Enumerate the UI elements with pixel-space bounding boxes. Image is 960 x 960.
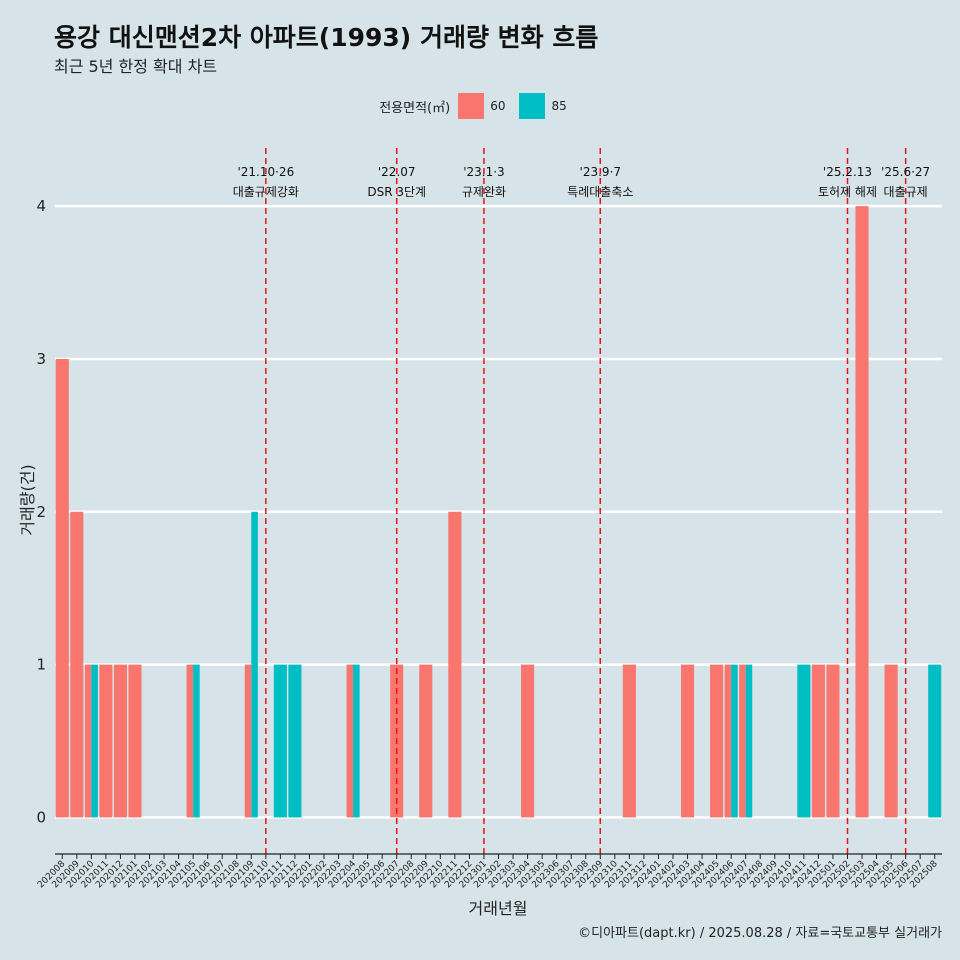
event-lines: '21.10·26 대출규제강화 '22.07 DSR 3단계 '23.1·3 규제완화 '…	[233, 148, 930, 854]
bar-60-202009	[70, 511, 84, 818]
chart-title: 용강 대신맨션2차 아파트(1993) 거래량 변화 흐름	[54, 23, 599, 52]
event-date-202301: '23.1·3	[463, 165, 504, 179]
legend-title: 전용면적(㎡)	[379, 100, 451, 116]
event-date-202110: '21.10·26	[237, 165, 294, 179]
legend-key-60	[458, 93, 485, 119]
event-label-202502: 토허제 해제	[818, 185, 877, 199]
bar-85-202411	[797, 664, 811, 818]
event-date-202506: '25.6·27	[881, 165, 930, 179]
caption: ©디아파트(dapt.kr) / 2025.08.28 / 자료=국토교통부 실…	[578, 926, 942, 941]
bar-85-202204	[353, 664, 360, 818]
bar-60-202501	[826, 664, 840, 818]
bars	[55, 206, 942, 818]
event-label-202207: DSR 3단계	[367, 185, 426, 199]
event-date-202502: '25.2.13	[823, 165, 872, 179]
bar-60-202109	[244, 664, 252, 818]
bar-85-202508	[928, 664, 942, 818]
bar-85-202407	[745, 664, 753, 818]
bar-85-202111	[273, 664, 287, 818]
bar-85-202105	[193, 664, 200, 818]
y-axis-label: 거래량(건)	[18, 464, 37, 535]
bar-85-202109	[251, 511, 258, 818]
bar-60-202209	[419, 664, 433, 818]
y-tick-label-0: 0	[36, 808, 46, 826]
event-label-202309: 특례대출축소	[567, 185, 633, 199]
y-axis: 0 1 2 3 4	[36, 197, 46, 826]
bar-60-202412	[811, 664, 825, 818]
bar-60-202503	[855, 206, 869, 818]
bar-60-202008	[55, 358, 69, 818]
bar-60-202405	[710, 664, 724, 818]
bar-60-202012	[113, 664, 127, 818]
bar-85-202406	[731, 664, 738, 818]
event-label-202110: 대출규제강화	[233, 185, 299, 199]
legend-item-85: 85	[519, 93, 567, 119]
bar-60-202311	[622, 664, 636, 818]
y-tick-label-4: 4	[36, 197, 46, 215]
legend-item-60: 60	[458, 93, 505, 119]
y-tick-label-2: 2	[36, 503, 46, 521]
legend-label-85: 85	[551, 99, 567, 113]
chart-subtitle: 최근 5년 한정 확대 차트	[54, 57, 218, 76]
event-date-202207: '22.07	[378, 165, 416, 179]
bar-85-202112	[288, 664, 302, 818]
event-label-202301: 규제완화	[462, 185, 506, 199]
bar-60-202101	[128, 664, 142, 818]
bar-60-202505	[884, 664, 898, 818]
bar-60-202011	[99, 664, 113, 818]
event-date-202309: '23.9·7	[580, 165, 621, 179]
bar-60-202407	[739, 664, 746, 818]
bar-60-202304	[521, 664, 535, 818]
y-tick-label-3: 3	[36, 350, 46, 368]
legend-key-85	[519, 93, 546, 119]
legend-label-60: 60	[490, 99, 506, 113]
bar-60-202204	[346, 664, 354, 818]
y-tick-label-1: 1	[36, 656, 46, 674]
bar-60-202010	[84, 664, 92, 818]
legend: 전용면적(㎡) 60 85	[0, 93, 960, 119]
bar-60-202211	[448, 511, 462, 818]
bar-60-202403	[680, 664, 695, 818]
x-axis-label: 거래년월	[469, 899, 528, 918]
x-axis: 2020082020092020102020112020122021012021…	[36, 853, 942, 890]
event-label-202506: 대출규제	[884, 185, 928, 199]
bar-85-202010	[91, 664, 98, 818]
bar-60-202406	[724, 664, 732, 818]
grid-lines	[55, 204, 942, 819]
bar-60-202105	[186, 664, 194, 818]
